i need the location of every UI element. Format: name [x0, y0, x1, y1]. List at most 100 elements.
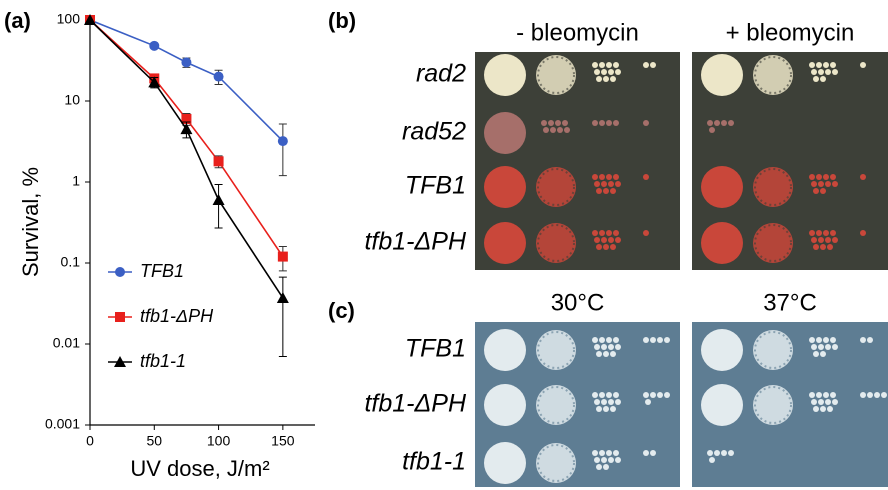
colony: [599, 174, 605, 180]
legend-marker: [115, 312, 125, 322]
colony: [613, 392, 619, 398]
colony: [707, 120, 713, 126]
colony: [608, 457, 614, 463]
colony: [830, 174, 836, 180]
legend-label: tfb1-1: [140, 351, 186, 371]
colony: [813, 188, 819, 194]
colony: [643, 120, 649, 126]
colony: [811, 69, 817, 75]
colony: [606, 450, 612, 456]
colony: [564, 127, 570, 133]
colony: [608, 399, 614, 405]
colony: [613, 174, 619, 180]
panel-label: (a): [4, 8, 31, 33]
colony: [816, 62, 822, 68]
colony: [832, 344, 838, 350]
colony: [813, 76, 819, 82]
y-tick-label: 1: [72, 173, 80, 189]
error-bar: [215, 185, 223, 229]
colony: [613, 62, 619, 68]
figure: (a) UV dose, J/m² Survival, % (b) (c) 0.…: [0, 0, 888, 490]
colony: [860, 230, 866, 236]
colony: [615, 399, 621, 405]
colony: [608, 69, 614, 75]
error-bar: [279, 124, 287, 176]
row-label: tfb1-1: [402, 448, 466, 476]
colony: [714, 120, 720, 126]
colony: [603, 76, 609, 82]
colony: [603, 464, 609, 470]
colony: [881, 392, 887, 398]
colony: [657, 392, 663, 398]
colony: [557, 127, 563, 133]
colony: [613, 337, 619, 343]
spot: [484, 384, 526, 426]
colony: [594, 344, 600, 350]
colony: [599, 392, 605, 398]
colony: [601, 69, 607, 75]
colony: [820, 76, 826, 82]
colony: [599, 230, 605, 236]
colony: [592, 62, 598, 68]
colony: [825, 69, 831, 75]
colony: [827, 244, 833, 250]
row-label: TFB1: [405, 172, 466, 200]
colony: [820, 188, 826, 194]
colony: [650, 337, 656, 343]
data-point: [277, 292, 289, 303]
colony: [610, 244, 616, 250]
data-point: [213, 194, 225, 205]
colony: [816, 337, 822, 343]
colony: [643, 450, 649, 456]
colony: [721, 450, 727, 456]
column-header: + bleomycin: [726, 19, 855, 46]
colony: [823, 62, 829, 68]
data-point: [181, 57, 191, 67]
colony: [860, 62, 866, 68]
colony: [830, 392, 836, 398]
colony: [610, 76, 616, 82]
data-point: [214, 156, 224, 166]
colony: [608, 237, 614, 243]
colony: [714, 450, 720, 456]
colony: [707, 450, 713, 456]
spot: [701, 329, 743, 371]
colony: [818, 181, 824, 187]
spot: [753, 223, 793, 263]
colony: [825, 181, 831, 187]
colony: [860, 392, 866, 398]
colony: [809, 230, 815, 236]
colony: [643, 392, 649, 398]
colony: [867, 337, 873, 343]
column-header: - bleomycin: [516, 19, 639, 46]
colony: [601, 237, 607, 243]
colony: [874, 392, 880, 398]
colony: [596, 406, 602, 412]
colony: [721, 120, 727, 126]
spot: [701, 166, 743, 208]
colony: [606, 337, 612, 343]
colony: [860, 337, 866, 343]
colony: [650, 392, 656, 398]
colony: [548, 120, 554, 126]
data-point: [214, 72, 224, 82]
colony: [615, 181, 621, 187]
colony: [709, 127, 715, 133]
spot: [536, 167, 576, 207]
colony: [615, 237, 621, 243]
colony: [709, 457, 715, 463]
colony: [664, 337, 670, 343]
colony: [650, 450, 656, 456]
colony: [592, 392, 598, 398]
colony: [606, 392, 612, 398]
spot: [753, 385, 793, 425]
colony: [830, 230, 836, 236]
colony: [543, 127, 549, 133]
row-label: rad52: [402, 118, 466, 146]
colony: [728, 450, 734, 456]
x-tick-label: 50: [146, 433, 162, 449]
panel-label: (b): [328, 8, 356, 33]
y-axis-label: Survival, %: [18, 167, 43, 277]
y-tick-label: 10: [64, 92, 80, 108]
data-point: [278, 252, 288, 262]
